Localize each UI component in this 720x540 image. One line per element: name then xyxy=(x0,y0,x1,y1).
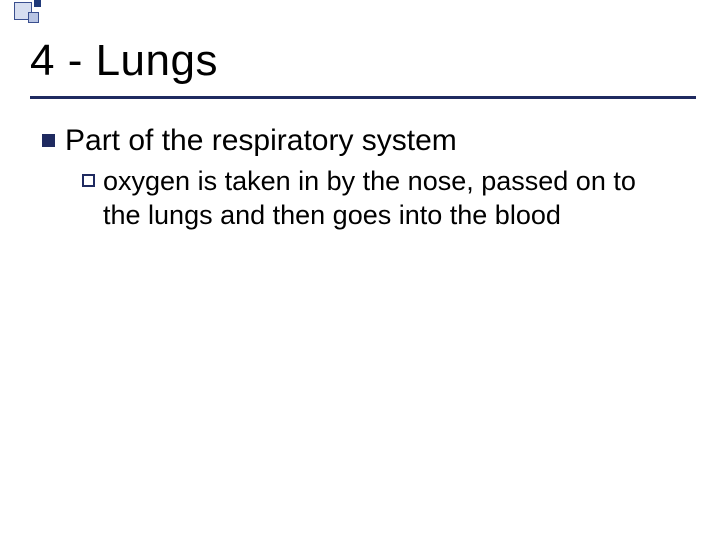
bullet-level2: oxygen is taken in by the nose, passed o… xyxy=(82,164,680,233)
square-bullet-icon xyxy=(42,134,55,147)
level1-text: Part of the respiratory system xyxy=(65,122,457,160)
level2-text: oxygen is taken in by the nose, passed o… xyxy=(103,164,643,233)
open-square-bullet-icon xyxy=(82,174,95,187)
deco-square-medium xyxy=(28,12,39,23)
deco-square-small xyxy=(34,0,41,7)
corner-decoration xyxy=(0,0,60,32)
slide-title: 4 - Lungs xyxy=(30,36,218,86)
title-underline xyxy=(30,96,696,99)
bullet-level1: Part of the respiratory system xyxy=(42,122,680,160)
slide-content: Part of the respiratory system oxygen is… xyxy=(42,122,680,233)
